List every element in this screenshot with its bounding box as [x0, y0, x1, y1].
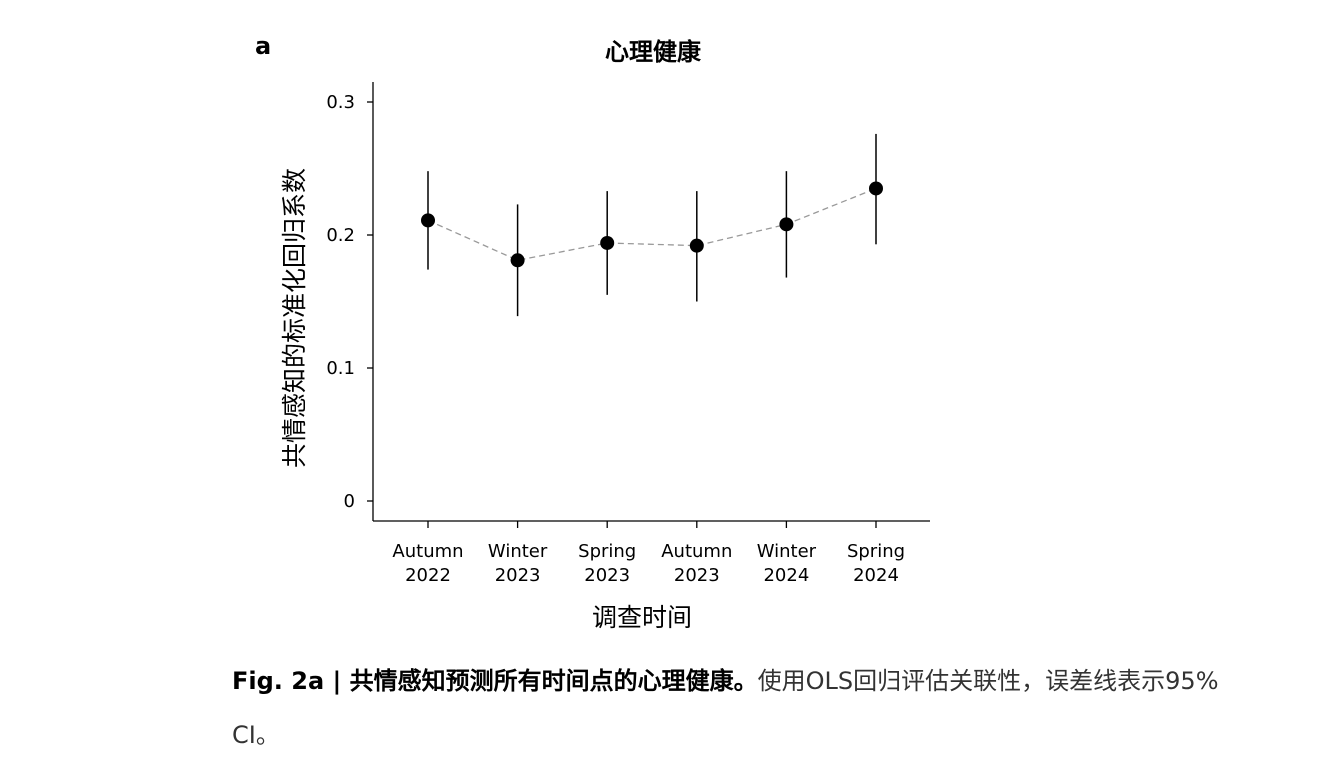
y-tick-label: 0.2 [326, 225, 355, 246]
chart-title: 心理健康 [605, 38, 702, 66]
errorbar-layer [427, 133, 877, 317]
data-point [779, 217, 794, 232]
x-tick-label-line: 2024 [853, 565, 899, 586]
x-tick-label-line: Autumn [392, 541, 463, 562]
y-tick-label: 0.1 [326, 358, 355, 379]
x-tick-label-line: 2022 [405, 565, 451, 586]
data-point [689, 238, 704, 253]
x-tick-label-line: 2023 [674, 565, 720, 586]
x-tick-label-line: 2024 [763, 565, 809, 586]
x-tick-label: Spring 2023 [578, 541, 636, 586]
trend-connector [427, 187, 877, 261]
x-tick-label-line: Spring [578, 541, 636, 562]
y-ticks: 0 0.1 0.2 0.3 [326, 92, 373, 512]
x-tick-label: Winter 2024 [757, 541, 817, 586]
x-tick-label-line: Spring [847, 541, 905, 562]
x-tick-label-line: Winter [757, 541, 817, 562]
panel-letter: a [255, 32, 271, 60]
data-point [600, 235, 615, 250]
x-tick-label-line: Winter [488, 541, 548, 562]
x-tick-label-line: 2023 [495, 565, 541, 586]
caption-head: Fig. 2a | 共情感知预测所有时间点的心理健康。 [232, 667, 758, 695]
data-point [421, 213, 435, 228]
data-point [869, 181, 883, 196]
y-axis-label: 共情感知的标准化回归系数 [280, 168, 309, 468]
x-tick-label: Autumn 2023 [661, 541, 732, 586]
x-tick-label: Autumn 2022 [392, 541, 463, 586]
connector-layer [427, 187, 877, 261]
x-tick-label: Winter 2023 [488, 541, 548, 586]
data-point [510, 253, 525, 268]
caption-body: 使用OLS回归评估关联性，误差线表示95% CI。 [232, 667, 1219, 749]
x-axis-label: 调查时间 [592, 603, 692, 632]
x-tick-label-line: Autumn [661, 541, 732, 562]
y-tick-label: 0 [344, 491, 355, 512]
x-tick-label-line: 2023 [584, 565, 630, 586]
x-ticks: Autumn 2022 Winter 2023 Spring 2023 Autumn 2023… [392, 521, 905, 586]
figure-caption: Fig. 2a | 共情感知预测所有时间点的心理健康。使用OLS回归评估关联性，… [232, 654, 1232, 762]
point-layer [421, 181, 883, 268]
y-tick-label: 0.3 [326, 92, 355, 113]
x-tick-label: Spring 2024 [847, 541, 905, 586]
